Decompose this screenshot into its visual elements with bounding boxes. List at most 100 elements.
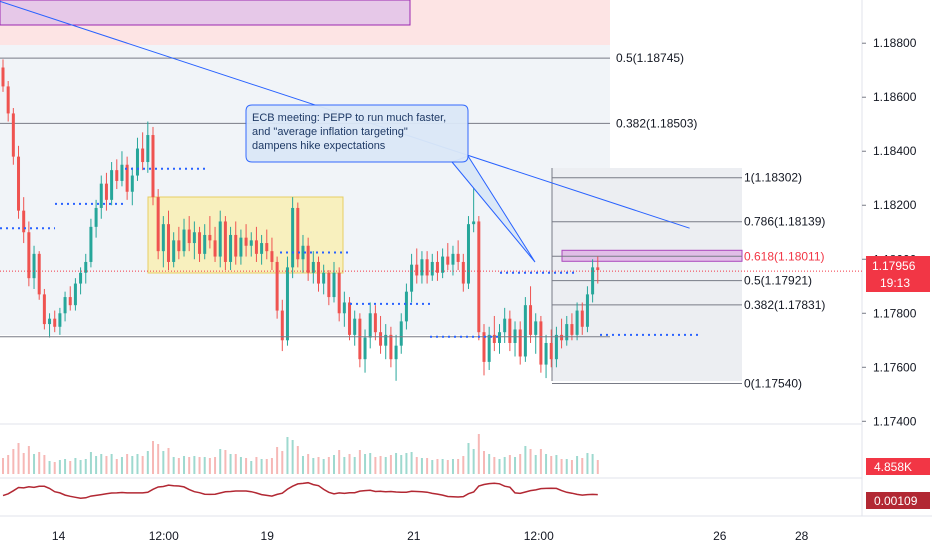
candle-body <box>430 261 434 276</box>
fib-lower-label: 0.382(1.17831) <box>744 298 825 312</box>
candle-body <box>73 283 77 306</box>
candle-body <box>115 170 119 181</box>
price-tick-label: 1.17800 <box>873 306 917 320</box>
candle-body <box>177 240 181 252</box>
candle-body <box>575 310 579 335</box>
candle-body <box>198 232 202 254</box>
candle-body <box>94 207 98 227</box>
candle-body <box>348 302 352 335</box>
candle-body <box>565 324 569 341</box>
candle-body <box>327 272 331 298</box>
fib-upper-label: 0.5(1.18745) <box>616 51 684 65</box>
lower-fib-zone <box>552 168 742 381</box>
annotation-callout[interactable]: ECB meeting: PEPP to run much faster, an… <box>245 104 469 163</box>
price-tick-label: 1.18800 <box>873 36 917 50</box>
candle-body <box>239 237 243 257</box>
time-tick-label: 26 <box>713 529 727 543</box>
candle-body <box>296 207 300 260</box>
time-tick-label: 12:00 <box>149 529 179 543</box>
overlays <box>0 0 862 499</box>
candle-body <box>353 318 357 335</box>
candle-body <box>104 183 108 200</box>
candle-body <box>529 305 533 335</box>
candle-body <box>477 221 481 333</box>
fib-lower-label: 0.618(1.18011) <box>744 249 825 263</box>
candle-body <box>472 221 476 225</box>
grid <box>0 0 932 517</box>
candle-body <box>539 321 543 365</box>
candle-body <box>301 245 305 260</box>
candle-body <box>482 332 486 362</box>
candle-body <box>1 67 5 87</box>
candle-body <box>156 197 160 252</box>
candle-body <box>384 334 388 346</box>
candle-body <box>420 259 424 276</box>
oscillator-line <box>2 481 598 499</box>
candle-body <box>182 229 186 252</box>
candle-body <box>596 267 600 271</box>
candle-body <box>513 329 517 343</box>
upper-fib-zone <box>0 45 610 335</box>
time-tick-label: 12:00 <box>524 529 554 543</box>
current-price-badge: 1.17956 19:13 <box>866 256 930 292</box>
candle-body <box>373 313 377 333</box>
time-axis[interactable]: 14 12:00 19 21 12:00 26 28 <box>52 529 809 543</box>
countdown-timer: 19:13 <box>880 276 910 290</box>
price-tick-label: 1.18400 <box>873 144 917 158</box>
fibonacci-retracements: 0.5(1.18745) 0.382(1.18503) 1(1.18302) 0.78… <box>0 51 825 390</box>
candle-body <box>399 321 403 346</box>
annotation-line-3: dampens hike expectations <box>252 140 386 152</box>
oscillator-value: 0.00109 <box>874 494 918 508</box>
fib-lower-label: 1(1.18302) <box>744 171 802 185</box>
fib-lower-label: 0.786(1.18139) <box>744 215 825 229</box>
candle-body <box>125 164 129 192</box>
candlesticks <box>1 59 600 381</box>
candle-body <box>135 148 139 176</box>
candle-body <box>570 324 574 335</box>
candle-body <box>58 313 62 327</box>
time-tick-label: 19 <box>261 529 275 543</box>
candle-body <box>332 272 336 298</box>
candle-body <box>368 313 372 338</box>
candle-body <box>32 253 36 279</box>
fib-lower-label: 0.5(1.17921) <box>744 274 812 288</box>
candle-body <box>229 234 233 262</box>
candle-body <box>79 272 83 284</box>
candle-body <box>322 272 326 284</box>
candle-body <box>161 224 165 252</box>
candle-body <box>446 256 450 265</box>
annotation-line-2: and "average inflation targeting" <box>252 126 408 138</box>
candle-body <box>17 156 21 211</box>
candle-body <box>27 232 31 279</box>
candle-body <box>234 234 238 257</box>
candle-body <box>11 113 15 157</box>
candle-body <box>410 264 414 292</box>
candle-body <box>192 232 196 244</box>
candle-body <box>167 224 171 262</box>
candle-body <box>518 329 522 357</box>
candle-body <box>508 318 512 343</box>
price-axis[interactable]: 1.188001.186001.184001.182001.180001.178… <box>862 36 917 428</box>
candle-body <box>213 240 217 257</box>
oscillator-badge: 0.00109 <box>866 492 930 509</box>
candle-body <box>487 334 491 362</box>
candle-body <box>68 297 72 306</box>
candle-body <box>89 226 93 262</box>
background-zones <box>0 0 742 381</box>
candle-body <box>223 221 227 262</box>
time-tick-label: 14 <box>52 529 66 543</box>
candle-body <box>503 318 507 333</box>
volume-badge: 4.858K <box>866 458 930 475</box>
candle-body <box>84 261 88 273</box>
candle-body <box>285 267 289 341</box>
candle-body <box>270 251 274 262</box>
candle-body <box>265 243 269 252</box>
candle-body <box>120 164 124 181</box>
candle-body <box>363 337 367 360</box>
candle-body <box>141 148 145 163</box>
candle-body <box>389 334 393 360</box>
candle-body <box>560 334 564 341</box>
candle-body <box>394 345 398 360</box>
candle-body <box>275 261 279 311</box>
